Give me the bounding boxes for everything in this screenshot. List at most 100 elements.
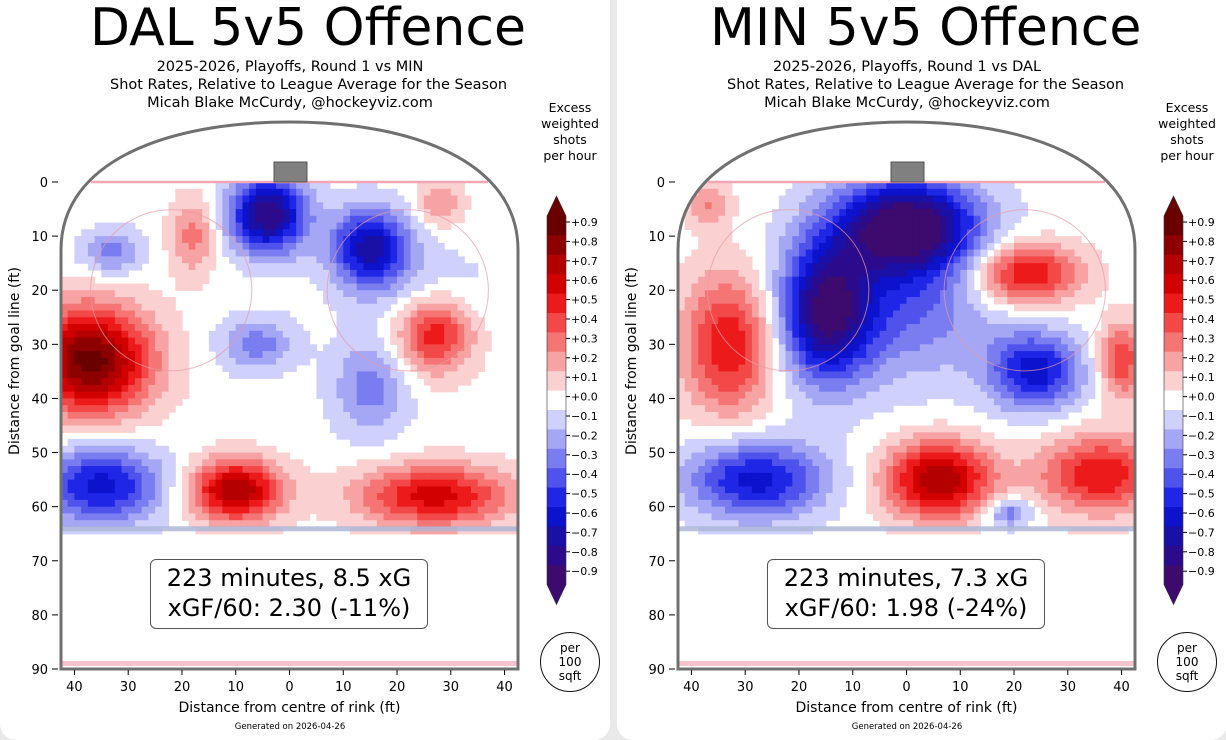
heatmap-cell (383, 249, 391, 257)
heatmap-cell (141, 466, 149, 474)
heatmap-cell (906, 249, 914, 257)
heatmap-cell (805, 357, 813, 366)
heatmap-cell (356, 182, 364, 190)
heatmap-cell (1074, 290, 1082, 298)
heatmap-cell (67, 506, 75, 515)
heatmap-cell (832, 324, 840, 332)
heatmap-cell (61, 499, 69, 508)
heatmap-cell (866, 466, 874, 474)
heatmap-cell (1047, 466, 1055, 474)
heatmap-cell (269, 493, 277, 501)
heatmap-cell (101, 297, 109, 305)
heatmap-cell (161, 499, 170, 508)
heatmap-cell (819, 337, 827, 345)
heatmap-cell (262, 357, 270, 366)
heatmap-cell (376, 249, 385, 257)
heatmap-cell (296, 344, 304, 352)
heatmap-cell (437, 337, 445, 345)
heatmap-cell (390, 412, 398, 420)
heatmap-cell (960, 445, 968, 454)
heatmap-cell (926, 364, 934, 372)
heatmap-cell (846, 202, 854, 210)
heatmap-cell (1128, 371, 1135, 379)
heatmap-cell (101, 425, 109, 433)
heatmap-cell (235, 263, 243, 271)
heatmap-cell (229, 452, 237, 460)
heatmap-cell (866, 405, 874, 413)
heatmap-cell (74, 242, 82, 251)
heatmap-cell (148, 493, 156, 501)
heatmap-cell (852, 330, 860, 339)
heatmap-cell (417, 236, 425, 244)
heatmap-cell (691, 269, 699, 278)
heatmap-cell (464, 317, 472, 325)
heatmap-cell (121, 445, 129, 454)
heatmap-cell (1094, 459, 1102, 467)
heatmap-cell (81, 520, 89, 528)
heatmap-cell (684, 188, 692, 197)
heatmap-cell (946, 425, 955, 433)
heatmap-cell (155, 378, 163, 386)
heatmap-cell (242, 209, 250, 217)
heatmap-cell (886, 283, 894, 291)
heatmap-cell (866, 303, 874, 312)
heatmap-cell (785, 445, 793, 454)
heatmap-cell (1040, 297, 1049, 305)
heatmap-cell (967, 283, 975, 291)
heatmap-cell (832, 445, 840, 454)
heatmap-cell (390, 256, 398, 264)
heatmap-cell (872, 249, 881, 257)
heatmap-cell (350, 297, 358, 305)
heatmap-cell (872, 303, 881, 312)
heatmap-cell (74, 303, 82, 312)
heatmap-cell (511, 493, 518, 501)
heatmap-cell (940, 425, 948, 433)
heatmap-cell (289, 317, 297, 325)
heatmap-cell (711, 229, 719, 237)
heatmap-cell (336, 249, 344, 257)
heatmap-cell (933, 229, 941, 237)
heatmap-cell (161, 310, 170, 318)
heatmap-cell (497, 466, 506, 474)
heatmap-cell (87, 303, 96, 312)
heatmap-cell (423, 182, 432, 190)
heatmap-cell (967, 229, 975, 237)
heatmap-cell (121, 506, 129, 515)
heatmap-cell (691, 215, 699, 224)
heatmap-cell (1128, 459, 1135, 467)
heatmap-cell (859, 357, 867, 366)
heatmap-cell (933, 466, 941, 474)
heatmap-cell (684, 215, 692, 224)
heatmap-cell (235, 202, 243, 210)
heatmap-cell (913, 439, 921, 447)
heatmap-cell (141, 290, 149, 298)
heatmap-cell (1047, 432, 1055, 440)
heatmap-cell (751, 364, 760, 372)
heatmap-cell (471, 371, 479, 379)
heatmap-cell (1074, 256, 1082, 264)
heatmap-cell (879, 229, 887, 237)
heatmap-cell (1014, 202, 1022, 210)
heatmap-cell (872, 236, 881, 244)
heatmap-cell (980, 188, 988, 197)
heatmap-cell (704, 188, 713, 197)
heatmap-cell (906, 209, 914, 217)
heatmap-cell (906, 337, 914, 345)
heatmap-cell (356, 317, 364, 325)
heatmap-cell (262, 466, 270, 474)
heatmap-cell (168, 303, 176, 312)
heatmap-cell (417, 195, 425, 203)
heatmap-cell (1074, 330, 1082, 339)
heatmap-cell (698, 310, 706, 318)
heatmap-cell (108, 486, 116, 494)
heatmap-cell (825, 188, 834, 197)
heatmap-cell (993, 371, 1002, 379)
heatmap-cell (859, 290, 867, 298)
heatmap-cell (711, 236, 719, 244)
heatmap-cell (296, 459, 304, 467)
heatmap-cell (450, 310, 459, 318)
heatmap-cell (1094, 256, 1102, 264)
heatmap-cell (960, 222, 968, 230)
heatmap-cell (1108, 310, 1116, 318)
heatmap-cell (108, 472, 116, 481)
